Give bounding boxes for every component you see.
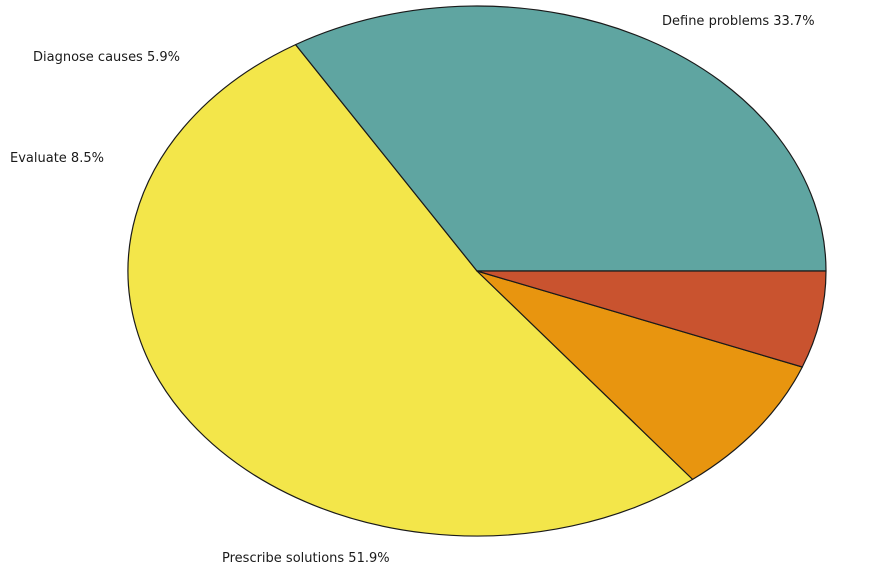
slice-label-define-problems: Define problems 33.7% (662, 14, 815, 29)
pie-slice-diagnose-causes (476, 270, 827, 368)
slice-label-evaluate: Evaluate 8.5% (10, 151, 104, 166)
pie-slice-define-problems (294, 5, 827, 272)
slice-label-diagnose-causes: Diagnose causes 5.9% (33, 50, 180, 65)
pie-labels: Define problems 33.7% Prescribe solution… (10, 14, 815, 566)
pie-slice-prescribe-solutions (127, 44, 694, 537)
pie-slices (127, 5, 827, 537)
slice-label-prescribe-solutions: Prescribe solutions 51.9% (222, 551, 390, 566)
pie-slice-evaluate (476, 270, 803, 480)
